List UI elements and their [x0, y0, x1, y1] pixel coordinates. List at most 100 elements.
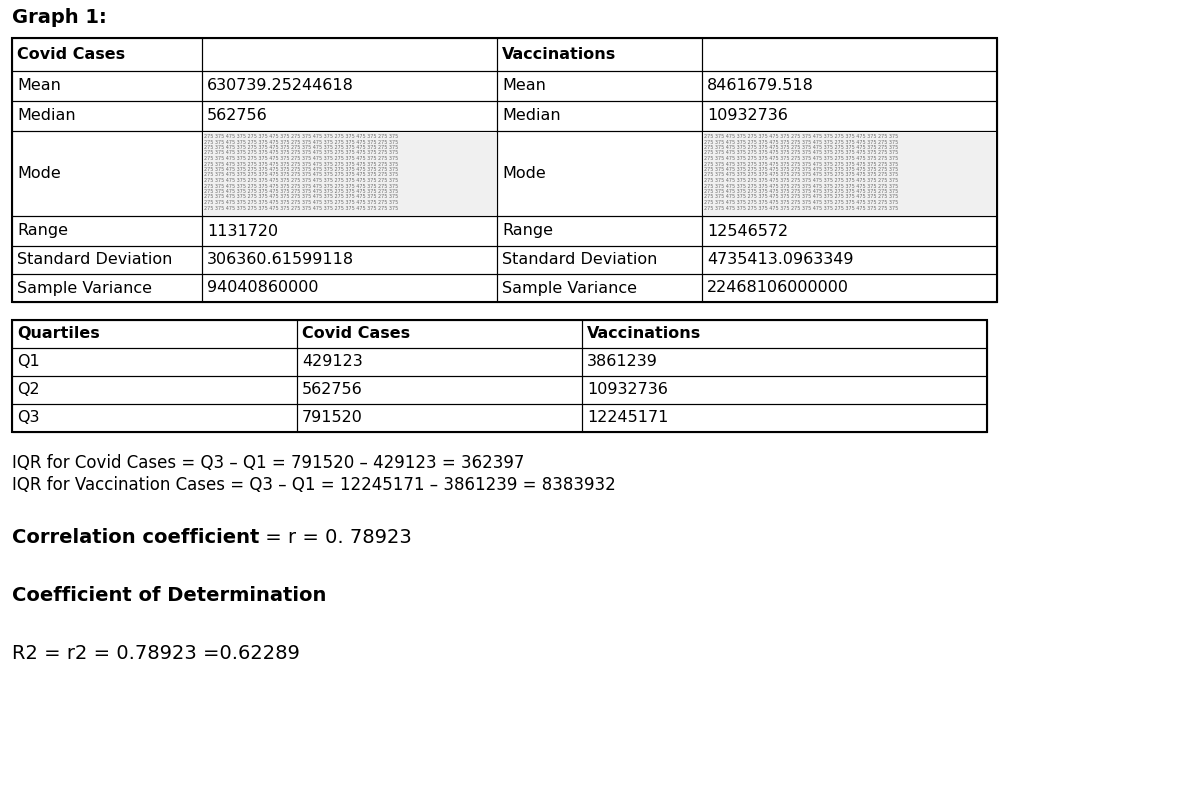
- Text: 275 375 475 375 275 375 475 375 275 375 475 375 275 375 475 375 275 375: 275 375 475 375 275 375 475 375 275 375 …: [204, 172, 400, 177]
- Text: 275 375 475 375 275 375 475 375 275 375 475 375 275 375 475 375 275 375: 275 375 475 375 275 375 475 375 275 375 …: [704, 172, 900, 177]
- Bar: [702, 38, 997, 71]
- Bar: [12, 101, 202, 131]
- Text: IQR for Vaccination Cases = Q3 – Q1 = 12245171 – 3861239 = 8383932: IQR for Vaccination Cases = Q3 – Q1 = 12…: [12, 476, 616, 494]
- Text: Mean: Mean: [17, 79, 61, 93]
- Text: Quartiles: Quartiles: [17, 327, 100, 341]
- Text: 275 375 475 375 275 375 475 375 275 375 475 375 275 375 475 375 275 375: 275 375 475 375 275 375 475 375 275 375 …: [204, 184, 400, 188]
- Bar: [582, 320, 986, 348]
- Bar: [12, 38, 997, 302]
- Bar: [12, 376, 298, 404]
- Text: 275 375 475 375 275 375 475 375 275 375 475 375 275 375 475 375 275 375: 275 375 475 375 275 375 475 375 275 375 …: [204, 195, 400, 200]
- Bar: [202, 38, 497, 71]
- Bar: [12, 216, 202, 246]
- Text: 3861239: 3861239: [587, 354, 658, 369]
- Bar: [12, 131, 202, 216]
- Text: Mode: Mode: [17, 166, 61, 181]
- Text: = r = 0. 78923: = r = 0. 78923: [259, 528, 412, 547]
- Text: Graph 1:: Graph 1:: [12, 8, 107, 27]
- Bar: [702, 101, 997, 131]
- Text: 275 375 475 375 275 375 475 375 275 375 475 375 275 375 475 375 275 375: 275 375 475 375 275 375 475 375 275 375 …: [204, 178, 400, 183]
- Bar: [497, 274, 702, 302]
- Bar: [202, 71, 497, 101]
- Bar: [12, 246, 202, 274]
- Text: Vaccinations: Vaccinations: [587, 327, 701, 341]
- Text: 275 375 475 375 275 375 475 375 275 375 475 375 275 375 475 375 275 375: 275 375 475 375 275 375 475 375 275 375 …: [704, 156, 900, 161]
- Bar: [202, 274, 497, 302]
- Bar: [497, 71, 702, 101]
- Text: 275 375 475 375 275 375 475 375 275 375 475 375 275 375 475 375 275 375: 275 375 475 375 275 375 475 375 275 375 …: [704, 189, 900, 194]
- Text: Standard Deviation: Standard Deviation: [502, 253, 658, 267]
- Text: 275 375 475 375 275 375 475 375 275 375 475 375 275 375 475 375 275 375: 275 375 475 375 275 375 475 375 275 375 …: [704, 167, 900, 172]
- Bar: [12, 71, 202, 101]
- Text: 275 375 475 375 275 375 475 375 275 375 475 375 275 375 475 375 275 375: 275 375 475 375 275 375 475 375 275 375 …: [204, 200, 400, 205]
- Text: 275 375 475 375 275 375 475 375 275 375 475 375 275 375 475 375 275 375: 275 375 475 375 275 375 475 375 275 375 …: [704, 178, 900, 183]
- Text: 275 375 475 375 275 375 475 375 275 375 475 375 275 375 475 375 275 375: 275 375 475 375 275 375 475 375 275 375 …: [204, 156, 400, 161]
- Text: 12245171: 12245171: [587, 411, 668, 426]
- Bar: [497, 101, 702, 131]
- Bar: [298, 348, 582, 376]
- Text: Q2: Q2: [17, 382, 40, 398]
- Bar: [497, 246, 702, 274]
- Text: 562756: 562756: [208, 109, 268, 123]
- Text: 275 375 475 375 275 375 475 375 275 375 475 375 275 375 475 375 275 375: 275 375 475 375 275 375 475 375 275 375 …: [704, 195, 900, 200]
- Text: 429123: 429123: [302, 354, 362, 369]
- Text: 275 375 475 375 275 375 475 375 275 375 475 375 275 375 475 375 275 375: 275 375 475 375 275 375 475 375 275 375 …: [704, 145, 900, 150]
- Bar: [702, 71, 997, 101]
- Bar: [582, 376, 986, 404]
- Text: 306360.61599118: 306360.61599118: [208, 253, 354, 267]
- Bar: [12, 38, 202, 71]
- Text: Vaccinations: Vaccinations: [502, 47, 617, 62]
- Text: Mean: Mean: [502, 79, 546, 93]
- Bar: [12, 274, 202, 302]
- Text: 275 375 475 375 275 375 475 375 275 375 475 375 275 375 475 375 275 375: 275 375 475 375 275 375 475 375 275 375 …: [204, 162, 400, 167]
- Text: Range: Range: [17, 224, 68, 238]
- Bar: [702, 216, 997, 246]
- Text: Median: Median: [17, 109, 76, 123]
- Text: 275 375 475 375 275 375 475 375 275 375 475 375 275 375 475 375 275 375: 275 375 475 375 275 375 475 375 275 375 …: [204, 205, 400, 210]
- Bar: [582, 348, 986, 376]
- Text: 275 375 475 375 275 375 475 375 275 375 475 375 275 375 475 375 275 375: 275 375 475 375 275 375 475 375 275 375 …: [204, 134, 400, 139]
- Text: Mode: Mode: [502, 166, 546, 181]
- Text: 562756: 562756: [302, 382, 362, 398]
- Bar: [202, 246, 497, 274]
- Bar: [497, 38, 702, 71]
- Text: 275 375 475 375 275 375 475 375 275 375 475 375 275 375 475 375 275 375: 275 375 475 375 275 375 475 375 275 375 …: [204, 151, 400, 155]
- Text: 12546572: 12546572: [707, 224, 788, 238]
- Text: Q1: Q1: [17, 354, 40, 369]
- Text: R2 = r2 = 0.78923 =0.62289: R2 = r2 = 0.78923 =0.62289: [12, 644, 300, 663]
- Text: 10932736: 10932736: [587, 382, 668, 398]
- Text: Correlation coefficient: Correlation coefficient: [12, 528, 259, 547]
- Bar: [12, 404, 298, 432]
- Bar: [12, 348, 298, 376]
- Text: Sample Variance: Sample Variance: [502, 280, 637, 295]
- Text: 275 375 475 375 275 375 475 375 275 375 475 375 275 375 475 375 275 375: 275 375 475 375 275 375 475 375 275 375 …: [704, 139, 900, 145]
- Text: 275 375 475 375 275 375 475 375 275 375 475 375 275 375 475 375 275 375: 275 375 475 375 275 375 475 375 275 375 …: [704, 151, 900, 155]
- Text: Sample Variance: Sample Variance: [17, 280, 152, 295]
- Text: 275 375 475 375 275 375 475 375 275 375 475 375 275 375 475 375 275 375: 275 375 475 375 275 375 475 375 275 375 …: [704, 184, 900, 188]
- Bar: [703, 132, 996, 215]
- Bar: [702, 274, 997, 302]
- Text: Coefficient of Determination: Coefficient of Determination: [12, 586, 326, 605]
- Bar: [582, 404, 986, 432]
- Text: 275 375 475 375 275 375 475 375 275 375 475 375 275 375 475 375 275 375: 275 375 475 375 275 375 475 375 275 375 …: [704, 162, 900, 167]
- Text: 1131720: 1131720: [208, 224, 278, 238]
- Text: Covid Cases: Covid Cases: [17, 47, 125, 62]
- Bar: [702, 131, 997, 216]
- Text: 275 375 475 375 275 375 475 375 275 375 475 375 275 375 475 375 275 375: 275 375 475 375 275 375 475 375 275 375 …: [204, 145, 400, 150]
- Text: 275 375 475 375 275 375 475 375 275 375 475 375 275 375 475 375 275 375: 275 375 475 375 275 375 475 375 275 375 …: [204, 167, 400, 172]
- Text: 275 375 475 375 275 375 475 375 275 375 475 375 275 375 475 375 275 375: 275 375 475 375 275 375 475 375 275 375 …: [204, 139, 400, 145]
- Text: 22468106000000: 22468106000000: [707, 280, 850, 295]
- Bar: [497, 216, 702, 246]
- Bar: [298, 376, 582, 404]
- Text: 10932736: 10932736: [707, 109, 788, 123]
- Bar: [298, 320, 582, 348]
- Text: 275 375 475 375 275 375 475 375 275 375 475 375 275 375 475 375 275 375: 275 375 475 375 275 375 475 375 275 375 …: [704, 134, 900, 139]
- Text: Range: Range: [502, 224, 553, 238]
- Text: 8461679.518: 8461679.518: [707, 79, 814, 93]
- Bar: [12, 320, 298, 348]
- Text: Median: Median: [502, 109, 560, 123]
- Text: Covid Cases: Covid Cases: [302, 327, 410, 341]
- Text: 94040860000: 94040860000: [208, 280, 318, 295]
- Text: IQR for Covid Cases = Q3 – Q1 = 791520 – 429123 = 362397: IQR for Covid Cases = Q3 – Q1 = 791520 –…: [12, 454, 524, 472]
- Bar: [202, 101, 497, 131]
